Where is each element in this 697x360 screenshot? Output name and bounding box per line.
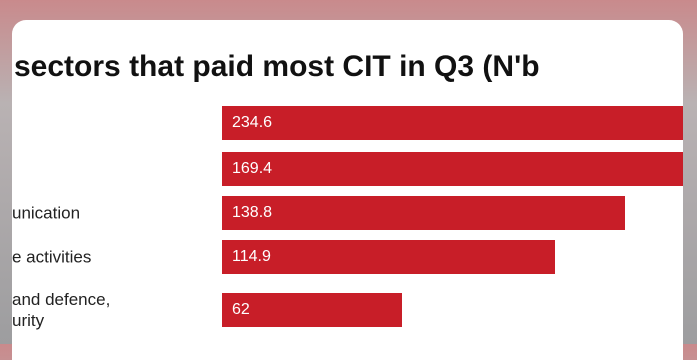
value-label: 234.6 xyxy=(232,114,273,131)
category-label: and defence, urity xyxy=(12,290,111,330)
screen: {"chart_data": {"type": "bar", "orientat… xyxy=(0,0,697,344)
chart-card: sectors that paid most CIT in Q3 (N'b 23… xyxy=(12,20,683,360)
bar xyxy=(222,106,683,140)
value-label: 114.9 xyxy=(232,248,271,265)
category-label: e activities xyxy=(12,247,92,267)
chart-title: sectors that paid most CIT in Q3 (N'b xyxy=(14,50,540,83)
bar xyxy=(222,196,625,230)
value-label: 62 xyxy=(232,301,250,318)
bar xyxy=(222,152,683,186)
value-label: 138.8 xyxy=(232,204,273,221)
value-label: 169.4 xyxy=(232,160,273,177)
bar xyxy=(222,240,556,274)
bar xyxy=(222,293,402,327)
category-label: unication xyxy=(12,203,81,223)
